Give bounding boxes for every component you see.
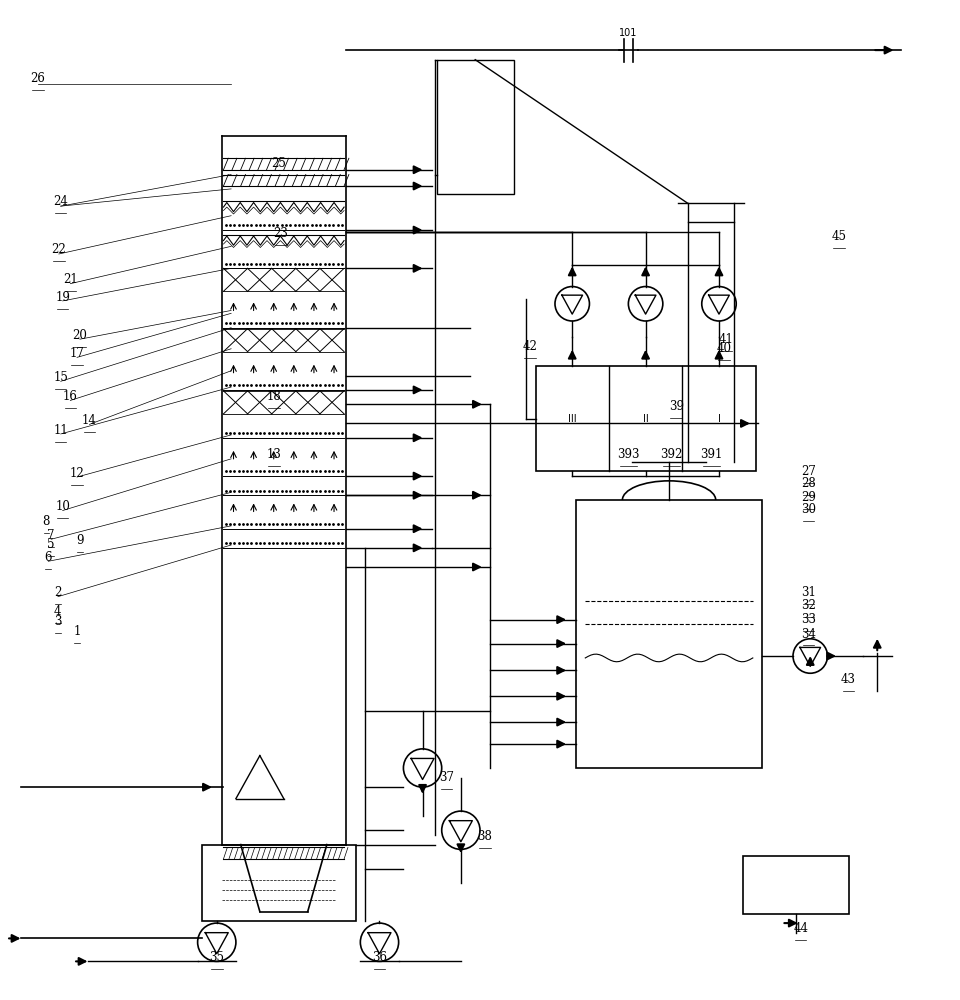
Text: 15: 15	[54, 371, 68, 384]
Text: 393: 393	[617, 448, 639, 461]
Text: 31: 31	[801, 586, 816, 599]
Text: 36: 36	[372, 951, 387, 964]
Text: 37: 37	[439, 771, 454, 784]
Text: 25: 25	[272, 157, 286, 170]
Text: 3: 3	[54, 615, 61, 628]
Text: 39: 39	[669, 400, 684, 413]
Text: 42: 42	[522, 340, 538, 353]
Text: 1: 1	[73, 625, 81, 638]
Text: 9: 9	[76, 534, 84, 547]
Bar	[536, 366, 756, 471]
Text: 14: 14	[82, 414, 97, 427]
Text: 101: 101	[619, 28, 637, 38]
Text: 40: 40	[716, 342, 732, 355]
Bar	[437, 60, 514, 194]
Text: 16: 16	[62, 390, 78, 403]
Text: 392: 392	[660, 448, 683, 461]
Text: II: II	[643, 414, 648, 424]
Text: 5: 5	[47, 538, 55, 551]
Text: 8: 8	[42, 515, 50, 528]
Text: 24: 24	[54, 195, 68, 208]
Text: III: III	[568, 414, 577, 424]
Text: 11: 11	[54, 424, 68, 437]
Text: 43: 43	[841, 673, 856, 686]
Text: 23: 23	[274, 227, 288, 240]
Text: 391: 391	[701, 448, 723, 461]
Text: 6: 6	[44, 551, 52, 564]
Text: 45: 45	[831, 230, 847, 243]
Text: 19: 19	[56, 291, 70, 304]
Text: 2: 2	[54, 586, 61, 599]
Text: 13: 13	[267, 448, 281, 461]
Bar	[743, 856, 849, 914]
Text: I: I	[717, 414, 720, 424]
Bar	[203, 845, 355, 921]
Text: 44: 44	[793, 922, 808, 935]
Text: 35: 35	[209, 951, 225, 964]
Text: 32: 32	[801, 599, 816, 612]
Bar	[576, 500, 762, 768]
Text: 18: 18	[267, 390, 281, 403]
Text: 7: 7	[47, 529, 55, 542]
Text: 28: 28	[801, 477, 816, 490]
Text: 41: 41	[719, 333, 733, 346]
Text: 33: 33	[801, 613, 816, 626]
Text: 12: 12	[70, 467, 84, 480]
Text: 30: 30	[801, 503, 816, 516]
Text: 38: 38	[477, 830, 492, 843]
Text: 27: 27	[801, 465, 816, 478]
Text: 17: 17	[69, 347, 84, 360]
Text: 29: 29	[801, 491, 816, 504]
Text: 10: 10	[56, 500, 70, 513]
Text: 4: 4	[54, 605, 61, 618]
Text: 26: 26	[31, 72, 45, 85]
Text: 34: 34	[801, 628, 816, 641]
Text: 21: 21	[63, 273, 78, 286]
Text: 22: 22	[52, 243, 66, 256]
Text: 20: 20	[72, 329, 87, 342]
